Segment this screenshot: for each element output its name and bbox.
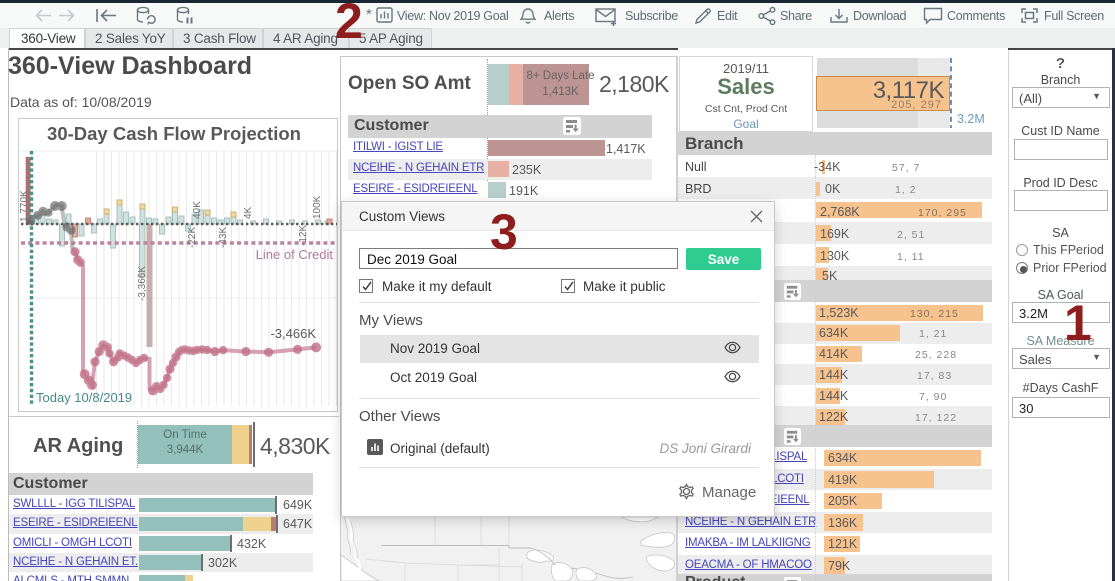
svg-text:-22K: -22K bbox=[187, 227, 198, 248]
svg-text:-3,466K: -3,466K bbox=[270, 326, 316, 341]
svg-text:Today 10/8/2019: Today 10/8/2019 bbox=[36, 390, 132, 405]
svg-text:4K: 4K bbox=[243, 206, 254, 219]
svg-text:1,770K: 1,770K bbox=[19, 190, 30, 222]
svg-text:-3,366K: -3,366K bbox=[137, 266, 148, 301]
svg-text:30-Day Cash Flow Projection: 30-Day Cash Flow Projection bbox=[47, 123, 301, 144]
svg-text:-12K: -12K bbox=[298, 225, 309, 246]
svg-text:Line of Credit: Line of Credit bbox=[256, 247, 334, 262]
svg-text:100K: 100K bbox=[312, 195, 323, 219]
svg-text:40K: 40K bbox=[192, 201, 203, 219]
svg-text:-43K: -43K bbox=[218, 227, 229, 248]
